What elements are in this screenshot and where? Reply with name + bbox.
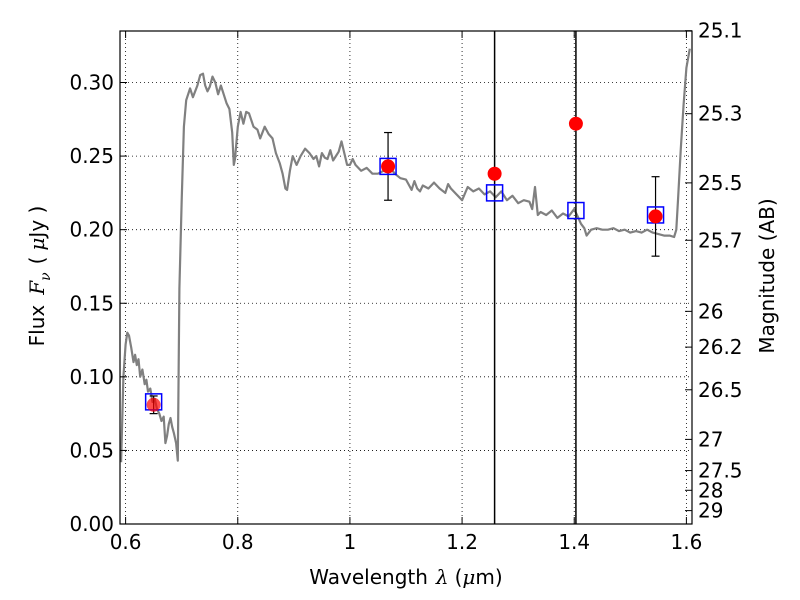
observed-photometry-point [381, 159, 396, 174]
x-tick-label: 1.2 [446, 530, 478, 554]
tick-labels: 0.6 0.8 1 1.2 1.4 1.6 0.00 0.05 0.10 0.15 0.20 0.25… [69, 19, 742, 554]
y2-tick-label: 29 [698, 499, 723, 523]
model-photometry-series [144, 157, 665, 411]
plot-frame [119, 30, 693, 525]
right-axis-label: Magnitude (AB) [755, 198, 779, 353]
y-tick-label: 0.30 [69, 71, 114, 95]
y2-tick-label: 27.5 [698, 459, 743, 483]
observed-photometry-point [648, 209, 663, 224]
y-tick-label: 0.25 [69, 144, 114, 168]
x-tick-label: 1 [344, 530, 357, 554]
y2-tick-label: 25.7 [698, 228, 743, 252]
y-tick-label: 0.20 [69, 218, 114, 242]
y2-tick-label: 25.3 [698, 102, 743, 126]
model-photometry-point [485, 184, 504, 202]
y2-tick-label: 27 [698, 427, 723, 451]
observed-photometry-point [487, 166, 502, 181]
spectrum-series [120, 48, 691, 463]
x-tick-label: 0.6 [110, 530, 142, 554]
y-tick-label: 0.05 [69, 438, 114, 462]
y2-tick-label: 26.5 [698, 378, 743, 402]
y2-tick-label: 26.2 [698, 335, 743, 359]
error-bars [149, 131, 660, 415]
y-axis-label: FluxFν(μJy ) [25, 206, 54, 347]
y2-tick-label: 28 [698, 478, 723, 502]
x-tick-label: 1.6 [670, 530, 702, 554]
y-tick-label: 0.10 [69, 365, 114, 389]
observed-photometry-series [146, 116, 663, 412]
x-tick-label: 1.4 [558, 530, 590, 554]
grid [120, 31, 692, 524]
x-axis-label: Wavelength λ (μm) [309, 565, 502, 589]
x-tick-label: 0.8 [222, 530, 254, 554]
y-tick-label: 0.00 [69, 512, 114, 536]
model-photometry-point [567, 201, 585, 220]
vertical-lines [493, 31, 577, 524]
y2-tick-label: 26 [698, 299, 723, 323]
model-photometry-point [379, 157, 397, 176]
observed-photometry-point [568, 116, 583, 131]
observed-photometry-point [146, 397, 161, 412]
axis-ticks [120, 30, 692, 525]
y-tick-label: 0.15 [69, 291, 114, 315]
spectrum-line [120, 48, 691, 463]
y2-tick-label: 25.1 [698, 19, 743, 43]
y2-tick-label: 25.5 [698, 171, 743, 195]
